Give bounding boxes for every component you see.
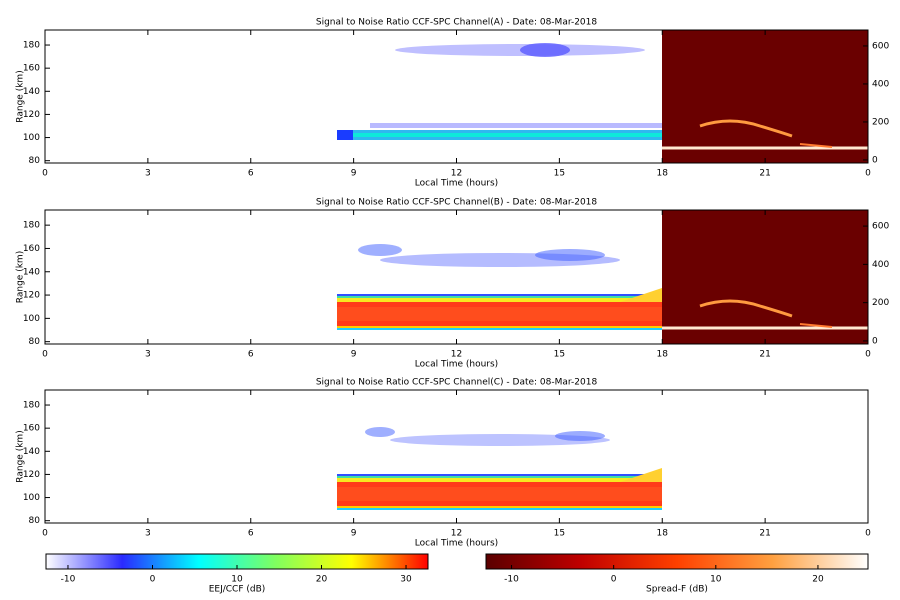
- y2-tick-label: 400: [872, 260, 889, 270]
- y-tick-label: 160: [23, 424, 40, 434]
- panel-title: Signal to Noise Ratio CCF-SPC Channel(B)…: [316, 198, 598, 208]
- colorbar-tick-label: 10: [710, 575, 722, 585]
- x-tick-label: 6: [248, 169, 254, 179]
- y-tick-label: 160: [23, 64, 40, 74]
- colorbar-tick-label: -10: [61, 575, 76, 585]
- x-tick-label: 21: [759, 350, 770, 360]
- colorbar-tick-label: 0: [150, 575, 156, 585]
- x-tick-label: 9: [351, 529, 357, 539]
- y-tick-label: 80: [29, 516, 41, 526]
- x-tick-label: 12: [451, 350, 462, 360]
- x-tick-label: 0: [865, 350, 871, 360]
- y-tick-label: 120: [23, 110, 40, 120]
- y-axis-label: Range (km): [16, 251, 26, 303]
- x-tick-label: 12: [451, 169, 462, 179]
- x-tick-label: 0: [42, 169, 48, 179]
- y-axis-label: Range (km): [16, 430, 26, 482]
- y-tick-label: 180: [23, 41, 40, 51]
- y2-tick-label: 600: [872, 41, 889, 51]
- y-tick-label: 100: [23, 314, 40, 324]
- y2-tick-label: 200: [872, 117, 889, 127]
- x-tick-label: 15: [554, 350, 565, 360]
- y-tick-label: 100: [23, 133, 40, 143]
- y-tick-label: 120: [23, 291, 40, 301]
- colorbar-tick-label: 30: [400, 575, 412, 585]
- y-tick-label: 140: [23, 87, 40, 97]
- colorbar-tick-label: 20: [316, 575, 328, 585]
- x-tick-label: 3: [145, 529, 151, 539]
- y2-tick-label: 200: [872, 298, 889, 308]
- y-tick-label: 120: [23, 470, 40, 480]
- y-tick-label: 80: [29, 156, 41, 166]
- y-tick-label: 160: [23, 244, 40, 254]
- x-tick-label: 0: [865, 529, 871, 539]
- x-tick-label: 21: [759, 169, 770, 179]
- x-tick-label: 15: [554, 529, 565, 539]
- colorbar: [485, 553, 869, 570]
- colorbar-tick-label: 10: [231, 575, 243, 585]
- x-tick-label: 18: [657, 350, 669, 360]
- x-axis-label: Local Time (hours): [415, 539, 498, 549]
- y-tick-label: 180: [23, 221, 40, 231]
- x-tick-label: 9: [351, 350, 357, 360]
- y-tick-label: 140: [23, 267, 40, 277]
- x-tick-label: 18: [657, 529, 669, 539]
- y-axis-label: Range (km): [16, 70, 26, 122]
- x-tick-label: 3: [145, 169, 151, 179]
- x-axis-label: Local Time (hours): [415, 360, 498, 370]
- y2-tick-label: 0: [872, 155, 878, 165]
- y-tick-label: 140: [23, 447, 40, 457]
- y2-tick-label: 0: [872, 336, 878, 346]
- y2-tick-label: 600: [872, 222, 889, 232]
- x-tick-label: 3: [145, 350, 151, 360]
- x-tick-label: 6: [248, 350, 254, 360]
- x-tick-label: 21: [759, 529, 770, 539]
- echo-imagery: [337, 30, 868, 510]
- x-tick-label: 0: [42, 529, 48, 539]
- colorbar-label: Spread-F (dB): [646, 585, 708, 595]
- y-tick-label: 100: [23, 493, 40, 503]
- colorbar-tick-label: -10: [504, 575, 519, 585]
- y-tick-label: 80: [29, 337, 41, 347]
- colorbar-tick-label: 20: [812, 575, 824, 585]
- x-tick-label: 12: [451, 529, 462, 539]
- panel-title: Signal to Noise Ratio CCF-SPC Channel(A)…: [316, 18, 598, 28]
- colorbar-tick-label: 0: [611, 575, 617, 585]
- x-axis-label: Local Time (hours): [415, 179, 498, 189]
- x-tick-label: 15: [554, 169, 565, 179]
- y-tick-label: 180: [23, 401, 40, 411]
- x-tick-label: 6: [248, 529, 254, 539]
- x-tick-label: 0: [42, 350, 48, 360]
- y2-tick-label: 400: [872, 79, 889, 89]
- panel-title: Signal to Noise Ratio CCF-SPC Channel(C)…: [316, 378, 598, 388]
- x-tick-label: 9: [351, 169, 357, 179]
- x-tick-label: 0: [865, 169, 871, 179]
- x-tick-label: 18: [657, 169, 669, 179]
- colorbar-label: EEJ/CCF (dB): [209, 585, 266, 595]
